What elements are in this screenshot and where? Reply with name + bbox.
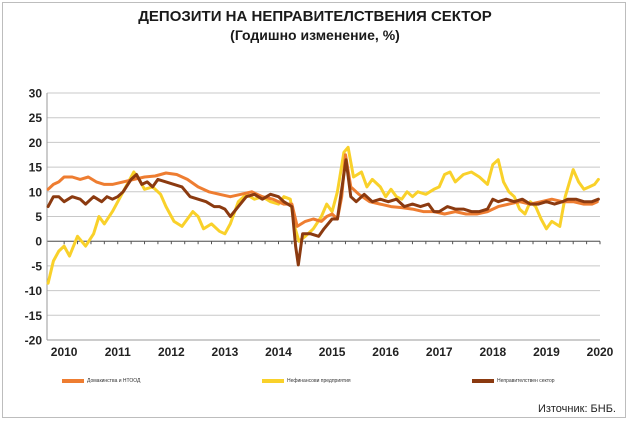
y-tick-label: -5: [31, 259, 42, 273]
series-line-0: [46, 153, 599, 228]
legend-item-households: Домакинства и НТООД: [62, 376, 140, 386]
series-lines: [46, 145, 600, 285]
chart-subtitle: (Годишно изменение, %): [230, 27, 400, 43]
source-note: Източник: БНБ.: [537, 403, 616, 415]
x-tick-label-2017: 2017: [426, 345, 453, 359]
legend-item-nongovernment: Неправителствен сектор: [472, 376, 555, 386]
chart-title: ДЕПОЗИТИ НА НЕПРАВИТЕЛСТВЕНИЯ СЕКТОР: [138, 8, 492, 25]
y-tick-label: 5: [35, 210, 42, 224]
y-tick-label: 20: [29, 136, 43, 150]
x-tick-label-2011: 2011: [105, 345, 131, 359]
series-line-2: [46, 158, 600, 267]
x-tick-label-2013: 2013: [212, 345, 239, 359]
x-tick-label-2020: 2020: [587, 345, 614, 359]
y-tick-label: -20: [25, 334, 43, 348]
x-tick-label-2019: 2019: [533, 345, 560, 359]
legend-swatch-nongovernment: [472, 379, 494, 383]
y-axis: 30 25 20 15 10 5 0 -5 -10 -15 -20: [25, 87, 48, 348]
grid-lines: [47, 92, 600, 341]
y-tick-label: -10: [25, 284, 43, 298]
series-line-1: [46, 145, 600, 285]
y-tick-label: -15: [25, 309, 43, 323]
y-tick-label: 30: [29, 87, 43, 101]
legend-item-nonfinancial: Нефинансови предприятия: [262, 376, 351, 386]
legend-label-nonfinancial: Нефинансови предприятия: [287, 378, 351, 384]
x-tick-label-2010: 2010: [51, 345, 78, 359]
legend-label-households: Домакинства и НТООД: [87, 378, 141, 384]
x-tick-label-2012: 2012: [158, 345, 185, 359]
x-tick-label-2018: 2018: [479, 345, 506, 359]
y-tick-label: 25: [29, 111, 43, 125]
legend-swatch-households: [62, 379, 84, 383]
y-tick-label: 0: [35, 235, 42, 249]
x-tick-label-2014: 2014: [265, 345, 292, 359]
x-tick-label-2015: 2015: [319, 345, 346, 359]
y-tick-label: 10: [29, 185, 43, 199]
legend-label-nongovernment: Неправителствен сектор: [497, 378, 555, 384]
legend-swatch-nonfinancial: [262, 379, 284, 383]
x-tick-label-2016: 2016: [372, 345, 399, 359]
x-axis: 2010 2011 2012 2013 2014 2015 2016 2017 2018 2019…: [47, 241, 614, 359]
y-tick-label: 15: [29, 161, 43, 175]
